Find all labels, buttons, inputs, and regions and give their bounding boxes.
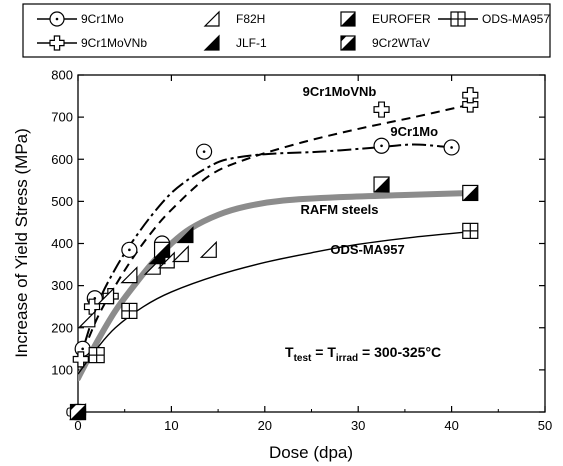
point-9cr2wtav xyxy=(69,403,87,421)
legend-marker-f82h xyxy=(203,10,220,27)
point-9cr1mo xyxy=(373,137,390,154)
legend-marker-eurofer xyxy=(340,11,356,27)
x-tick-label: 0 xyxy=(74,418,81,433)
curve-ods-ma957 xyxy=(78,231,471,375)
point-eurofer xyxy=(462,184,479,202)
point-f82h xyxy=(97,287,115,305)
plot-frame xyxy=(77,74,546,413)
legend-marker-jlf-1 xyxy=(203,34,220,51)
point-ods-ma957 xyxy=(88,347,105,364)
x-tick-label: 40 xyxy=(444,418,458,433)
point-eurofer xyxy=(373,176,390,193)
point-eurofer xyxy=(153,241,171,258)
legend-label-eurofer: EUROFER xyxy=(372,12,431,26)
point-9cr1mo xyxy=(443,139,460,156)
legend-marker-9cr1movnb xyxy=(49,35,65,51)
y-tick-label: 0 xyxy=(66,405,73,420)
legend-item-jlf-1: JLF-1 xyxy=(203,34,267,51)
y-tick-label: 600 xyxy=(51,152,73,167)
point-9cr1mo xyxy=(195,143,213,160)
point-ods-ma957 xyxy=(121,302,138,319)
legend-marker-9cr1mo xyxy=(49,11,65,27)
curve-label: RAFM steels xyxy=(301,202,379,217)
x-tick-label: 10 xyxy=(164,418,178,433)
y-tick-label: 100 xyxy=(51,362,73,377)
legend-label-9cr1mo: 9Cr1Mo xyxy=(81,12,124,26)
legend-item-9cr1mo: 9Cr1Mo xyxy=(37,11,124,27)
curve-9cr1mo xyxy=(78,143,452,366)
curve-9cr1movnb xyxy=(78,103,471,367)
y-tick-label: 500 xyxy=(51,194,73,209)
point-f82h xyxy=(120,266,138,284)
y-axis-title: Increase of Yield Stress (MPa) xyxy=(12,128,31,358)
curve-rafm-steels xyxy=(78,189,474,382)
x-tick-label: 50 xyxy=(538,418,552,433)
point-9cr1mo xyxy=(121,241,138,258)
x-axis-title: Dose (dpa) xyxy=(269,443,353,462)
legend-item-ods-ma957: ODS-MA957 xyxy=(438,11,550,27)
y-tick-label: 200 xyxy=(51,320,73,335)
legend-label-9cr2wtav: 9Cr2WTaV xyxy=(372,36,430,50)
y-tick-label: 700 xyxy=(51,110,73,125)
legend-item-9cr2wtav: 9Cr2WTaV xyxy=(340,35,430,51)
legend-item-9cr1movnb: 9Cr1MoVNb xyxy=(37,35,147,51)
point-9cr1movnb xyxy=(72,351,89,368)
legend-label-ods-ma957: ODS-MA957 xyxy=(482,12,550,26)
curve-label: ODS-MA957 xyxy=(330,242,404,257)
legend: 9Cr1Mo 9Cr1MoVNb F82H JLF-1 EUROFER 9Cr2WTaV O… xyxy=(22,3,551,58)
x-tick-label: 30 xyxy=(351,418,365,433)
legend-item-eurofer: EUROFER xyxy=(340,11,431,27)
y-tick-label: 300 xyxy=(51,278,73,293)
legend-marker-ods-ma957 xyxy=(450,11,466,27)
legend-label-f82h: F82H xyxy=(236,12,265,26)
curve-label: 9Cr1Mo xyxy=(390,124,438,139)
point-9cr1movnb xyxy=(373,101,390,118)
point-f82h xyxy=(199,240,217,258)
point-f82h xyxy=(78,310,96,328)
legend-marker-9cr2wtav xyxy=(340,35,356,51)
point-9cr1movnb xyxy=(462,87,479,104)
point-f82h xyxy=(171,245,189,263)
temperature-condition: Ttest = Tirrad = 300-325°C xyxy=(285,344,441,364)
y-tick-label: 400 xyxy=(51,236,73,251)
x-tick-label: 20 xyxy=(258,418,272,433)
legend-label-9cr1movnb: 9Cr1MoVNb xyxy=(81,36,147,50)
legend-label-jlf-1: JLF-1 xyxy=(236,36,267,50)
point-jlf-1 xyxy=(176,226,194,244)
y-tick-label: 800 xyxy=(51,68,73,83)
legend-item-f82h: F82H xyxy=(203,10,265,27)
curve-label: 9Cr1MoVNb xyxy=(303,84,377,99)
point-ods-ma957 xyxy=(462,222,479,239)
